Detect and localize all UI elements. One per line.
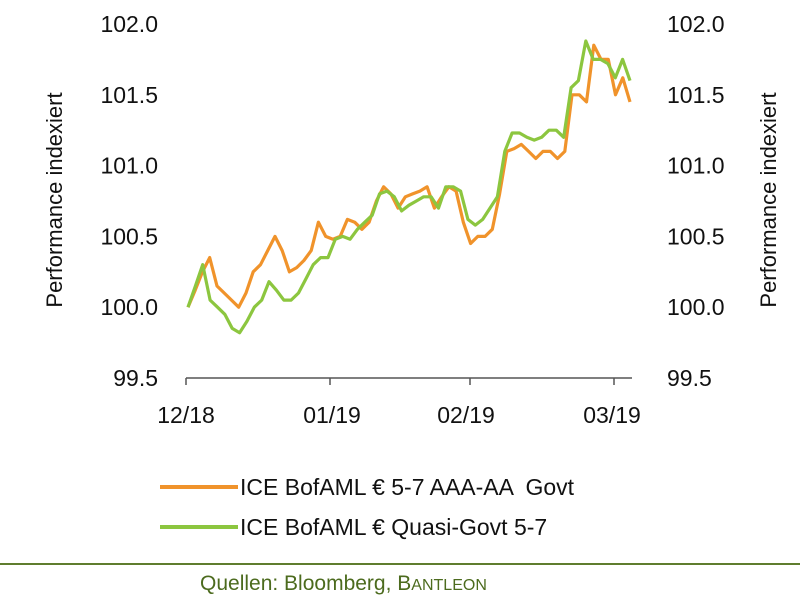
legend-label-orange: ICE BofAML € 5-7 AAA-AA Govt <box>240 474 575 500</box>
y-tick-right-label: 100.5 <box>667 223 725 249</box>
x-tick-label: 02/19 <box>437 402 495 428</box>
x-tick-label: 12/18 <box>157 402 215 428</box>
y-tick-right-label: 102.0 <box>667 11 725 37</box>
y-tick-left-label: 99.5 <box>113 365 158 391</box>
y-tick-left-label: 100.5 <box>100 223 158 249</box>
y-axis-left-title: Performance indexiert <box>42 92 67 307</box>
y-tick-left-label: 102.0 <box>100 11 158 37</box>
y-tick-left-label: 101.0 <box>100 153 158 179</box>
y-tick-right-label: 99.5 <box>667 365 712 391</box>
x-tick-label: 03/19 <box>583 402 641 428</box>
legend-label-green: ICE BofAML € Quasi-Govt 5-7 <box>240 514 547 540</box>
series-line-orange <box>186 43 632 309</box>
source-note: Quellen: Bloomberg, BANTLEON <box>200 572 487 595</box>
y-axis-left-ticks: 102.0 101.5 101.0 100.5 100.0 99.5 <box>100 11 158 391</box>
y-tick-right-label: 101.5 <box>667 82 725 108</box>
legend: ICE BofAML € 5-7 AAA-AA Govt ICE BofAML … <box>160 474 575 540</box>
y-tick-right-label: 101.0 <box>667 153 725 179</box>
x-axis-ticks: 12/18 01/19 02/19 03/19 <box>157 378 641 428</box>
y-axis-right-title: Performance indexiert <box>756 92 781 307</box>
source-prefix: Quellen: Bloomberg, <box>200 572 397 595</box>
y-axis-right-ticks: 102.0 101.5 101.0 100.5 100.0 99.5 <box>667 11 725 391</box>
series-line-green <box>186 39 632 335</box>
y-tick-right-label: 100.0 <box>667 294 725 320</box>
series-lines <box>186 39 632 335</box>
x-tick-label: 01/19 <box>303 402 361 428</box>
y-tick-left-label: 101.5 <box>100 82 158 108</box>
source-brand-rest: ANTLEON <box>411 577 487 594</box>
source-brand-initial: B <box>397 572 411 595</box>
y-tick-left-label: 100.0 <box>100 294 158 320</box>
